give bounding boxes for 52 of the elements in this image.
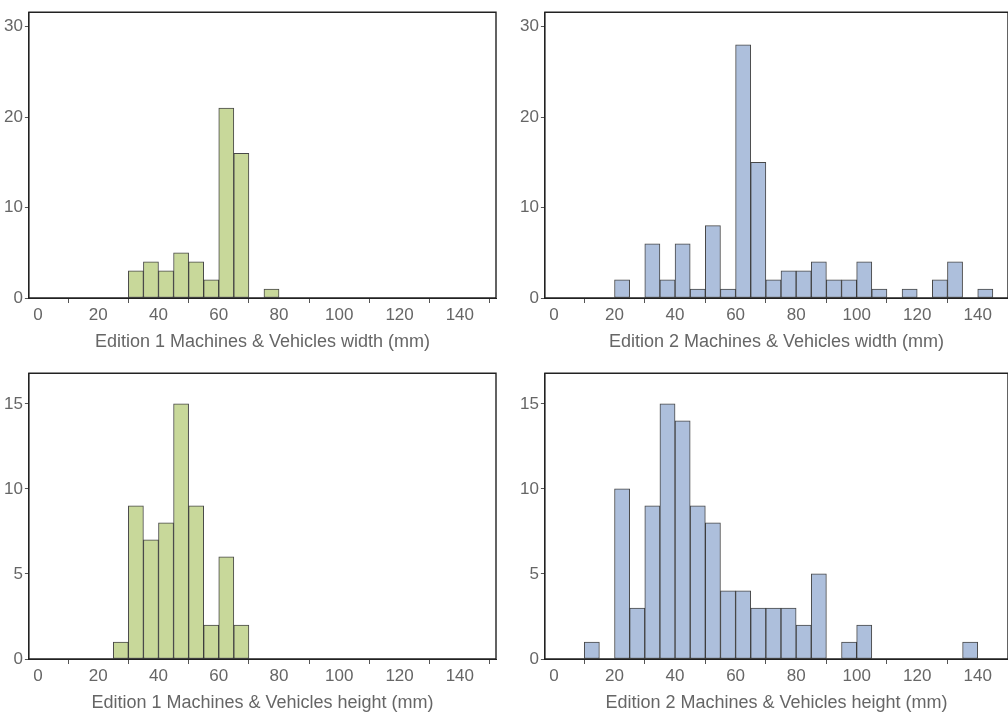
x-tick-label: 100: [842, 665, 871, 685]
x-tick-label: 20: [88, 665, 108, 685]
x-tick-label: 0: [33, 304, 43, 324]
y-tick-label: 30: [3, 16, 23, 36]
x-tick-label: 0: [549, 304, 559, 324]
x-tick-label: 100: [325, 304, 354, 324]
x-tick-label: 120: [903, 304, 932, 324]
y-tick-label: 10: [3, 478, 23, 498]
y-tick-label: 0: [529, 648, 539, 668]
x-tick-label: 60: [209, 304, 229, 324]
x-tick-label: 40: [149, 304, 168, 324]
y-tick-label: 10: [519, 197, 539, 217]
x-tick-label: 100: [842, 304, 871, 324]
x-tick-label: 80: [269, 665, 289, 685]
x-tick-label: 140: [445, 304, 475, 324]
x-tick-label: 40: [665, 665, 685, 685]
x-tick-label: 60: [726, 304, 746, 324]
y-tick-label: 10: [3, 197, 23, 217]
y-tick-label: 0: [13, 287, 23, 307]
y-tick-label: 15: [519, 393, 539, 413]
x-axis-title: Edition 1 Machines & Vehicles width (mm): [94, 331, 431, 352]
x-tick-label: 60: [726, 665, 746, 685]
x-tick-label: 100: [325, 665, 354, 685]
x-tick-label: 120: [385, 304, 414, 324]
x-axis-title: Edition 2 Machines & Vehicles width (mm): [608, 331, 945, 352]
y-tick-label: 10: [519, 478, 539, 498]
x-tick-label: 140: [445, 665, 475, 685]
x-tick-label: 0: [549, 665, 559, 685]
x-tick-label: 80: [786, 304, 806, 324]
y-tick-label: 15: [3, 393, 23, 413]
x-tick-label: 120: [903, 665, 932, 685]
y-tick-label: 5: [529, 563, 539, 583]
x-tick-label: 20: [88, 304, 108, 324]
x-axis-title: Edition 2 Machines & Vehicles height (mm): [605, 692, 948, 713]
y-tick-label: 0: [529, 287, 539, 307]
x-tick-label: 80: [786, 665, 806, 685]
y-tick-label: 0: [13, 648, 23, 668]
x-tick-label: 0: [33, 665, 43, 685]
y-tick-label: 5: [13, 563, 23, 583]
x-tick-label: 40: [665, 304, 685, 324]
x-tick-label: 140: [963, 665, 992, 685]
x-tick-label: 120: [385, 665, 414, 685]
y-tick-label: 20: [519, 106, 539, 126]
y-tick-label: 20: [3, 106, 23, 126]
x-tick-label: 40: [149, 665, 168, 685]
x-tick-label: 140: [963, 304, 992, 324]
x-axis-title: Edition 1 Machines & Vehicles height (mm): [91, 692, 434, 713]
x-tick-label: 80: [269, 304, 289, 324]
y-tick-label: 30: [519, 16, 539, 36]
x-tick-label: 60: [209, 665, 229, 685]
x-tick-label: 20: [605, 665, 624, 685]
x-tick-label: 20: [605, 304, 624, 324]
